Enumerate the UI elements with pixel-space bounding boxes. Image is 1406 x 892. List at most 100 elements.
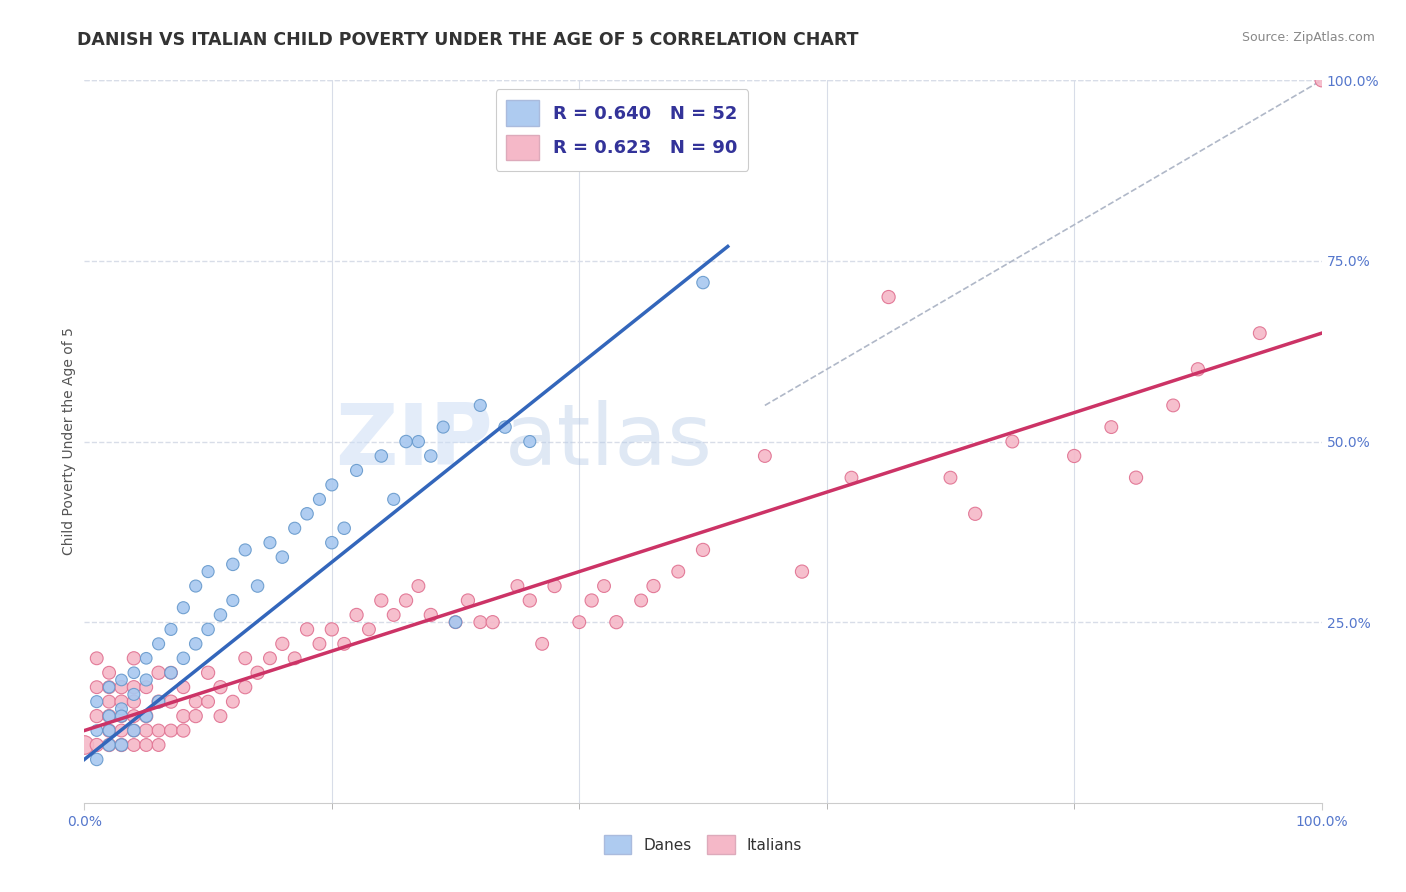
Point <box>122 665 145 680</box>
Point <box>284 651 307 665</box>
Point <box>284 521 307 535</box>
Point <box>605 615 627 630</box>
Point <box>370 593 392 607</box>
Point <box>1310 73 1333 87</box>
Point <box>98 709 121 723</box>
Point <box>841 470 863 484</box>
Point <box>382 607 405 622</box>
Text: Source: ZipAtlas.com: Source: ZipAtlas.com <box>1241 31 1375 45</box>
Point <box>233 680 256 694</box>
Point <box>160 665 183 680</box>
Point <box>197 665 219 680</box>
Point <box>197 565 219 579</box>
Point <box>98 680 121 694</box>
Point <box>1099 420 1122 434</box>
Point <box>209 709 232 723</box>
Point <box>148 695 170 709</box>
Point <box>209 680 232 694</box>
Point <box>1001 434 1024 449</box>
Point <box>432 420 454 434</box>
Point <box>98 723 121 738</box>
Point <box>481 615 503 630</box>
Point <box>110 738 132 752</box>
Point <box>172 709 194 723</box>
Point <box>470 615 492 630</box>
Point <box>233 542 256 557</box>
Point <box>346 463 368 477</box>
Point <box>1161 398 1184 412</box>
Point <box>457 593 479 607</box>
Point <box>135 738 157 752</box>
Point <box>98 680 121 694</box>
Point <box>73 738 96 752</box>
Point <box>494 420 516 434</box>
Point <box>86 695 108 709</box>
Point <box>346 607 368 622</box>
Point <box>172 600 194 615</box>
Point <box>233 651 256 665</box>
Point <box>110 673 132 687</box>
Point <box>122 680 145 694</box>
Point <box>692 276 714 290</box>
Point <box>110 723 132 738</box>
Point <box>184 637 207 651</box>
Point <box>135 673 157 687</box>
Point <box>122 651 145 665</box>
Point <box>357 623 380 637</box>
Point <box>122 723 145 738</box>
Point <box>506 579 529 593</box>
Point <box>271 637 294 651</box>
Point <box>98 695 121 709</box>
Point <box>271 550 294 565</box>
Point <box>110 738 132 752</box>
Point <box>148 695 170 709</box>
Point <box>148 738 170 752</box>
Point <box>470 398 492 412</box>
Point <box>877 290 900 304</box>
Point <box>160 723 183 738</box>
Point <box>1125 470 1147 484</box>
Point <box>86 752 108 766</box>
Point <box>98 723 121 738</box>
Point <box>395 593 418 607</box>
Point <box>110 695 132 709</box>
Point <box>519 593 541 607</box>
Point <box>754 449 776 463</box>
Point <box>110 680 132 694</box>
Point <box>135 680 157 694</box>
Point <box>148 723 170 738</box>
Point <box>135 651 157 665</box>
Point <box>172 651 194 665</box>
Point <box>333 637 356 651</box>
Point <box>160 665 183 680</box>
Point <box>1249 326 1271 340</box>
Point <box>86 709 108 723</box>
Point <box>333 521 356 535</box>
Point <box>98 665 121 680</box>
Point <box>419 607 441 622</box>
Point <box>86 651 108 665</box>
Point <box>160 695 183 709</box>
Point <box>110 709 132 723</box>
Point <box>222 695 245 709</box>
Point <box>122 695 145 709</box>
Point <box>519 434 541 449</box>
Point <box>630 593 652 607</box>
Point <box>308 492 330 507</box>
Point <box>246 579 269 593</box>
Point <box>321 623 343 637</box>
Point <box>135 709 157 723</box>
Point <box>222 593 245 607</box>
Point <box>259 535 281 549</box>
Point <box>295 623 318 637</box>
Point <box>122 723 145 738</box>
Point <box>98 738 121 752</box>
Point <box>965 507 987 521</box>
Point <box>568 615 591 630</box>
Point <box>321 535 343 549</box>
Point <box>581 593 603 607</box>
Point <box>86 738 108 752</box>
Point <box>86 723 108 738</box>
Point <box>395 434 418 449</box>
Point <box>110 709 132 723</box>
